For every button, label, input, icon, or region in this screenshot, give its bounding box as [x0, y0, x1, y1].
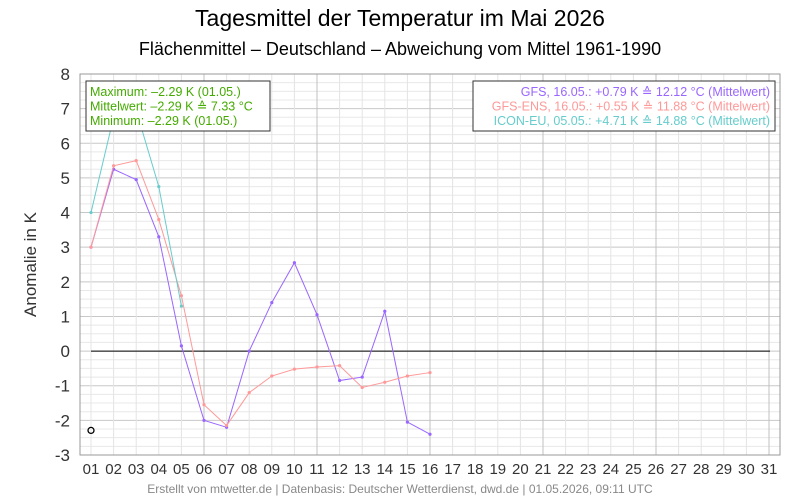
data-point-gfs-ens [428, 370, 432, 375]
x-tick-label: 02 [105, 461, 122, 478]
x-tick-label: 05 [173, 461, 190, 478]
data-point-gfs-ens [157, 217, 161, 222]
stats-line: Maximum: –2.29 K (01.05.) [90, 85, 241, 99]
data-point-gfs [315, 313, 319, 317]
data-point-gfs-ens [360, 385, 364, 390]
y-tick-label: 0 [61, 342, 70, 361]
y-tick-label: 7 [61, 100, 70, 119]
x-tick-label: 13 [354, 461, 371, 478]
legend-box [472, 80, 776, 132]
y-tick-label: 8 [61, 65, 70, 84]
x-tick-label: 20 [512, 461, 529, 478]
x-tick-label: 16 [422, 461, 439, 478]
x-tick-label: 11 [309, 461, 325, 478]
data-point-gfs-ens [202, 403, 206, 407]
data-point-icon-eu [89, 210, 93, 215]
data-point-gfs [270, 301, 274, 305]
x-tick-label: 29 [715, 461, 732, 478]
x-tick-label: 24 [602, 461, 619, 478]
data-point-gfs [383, 309, 387, 313]
x-tick-label: 27 [670, 461, 687, 478]
legend-entry: ICON-EU, 05.05.: +4.71 K ≙ 14.88 °C (Mit… [494, 114, 770, 128]
data-point-gfs [405, 420, 409, 424]
x-tick-label: 18 [467, 461, 484, 478]
data-point-gfs [247, 349, 251, 353]
y-tick-label: -2 [55, 411, 70, 430]
y-tick-label: 2 [61, 273, 70, 292]
x-tick-label: 04 [150, 461, 167, 478]
data-point-icon-eu [179, 304, 183, 308]
x-tick-label: 07 [218, 461, 235, 478]
x-tick-label: 31 [761, 461, 778, 478]
data-point-gfs-ens [134, 158, 138, 163]
x-tick-label: 22 [557, 461, 574, 478]
y-tick-label: 5 [61, 169, 70, 188]
chart-subtitle: Flächenmittel – Deutschland – Abweichung… [138, 39, 662, 59]
data-point-gfs [179, 344, 183, 348]
data-point-gfs-ens [89, 245, 93, 249]
data-point-gfs [292, 261, 296, 265]
data-point-gfs-ens [270, 374, 274, 378]
series-layer [87, 108, 432, 436]
y-tick-label: 3 [61, 238, 70, 257]
data-point-gfs-ens [292, 367, 296, 371]
credit-footer: Erstellt von mtwetter.de | Datenbasis: D… [147, 482, 653, 496]
data-point-gfs [134, 178, 138, 182]
stats-line: Mittelwert: –2.29 K ≙ 7.33 °C [90, 100, 253, 114]
data-point-gfs [360, 375, 364, 379]
x-tick-label: 30 [738, 461, 755, 478]
x-tick-label: 17 [444, 461, 461, 478]
x-tick-label: 28 [693, 461, 710, 478]
annotation-boxes: Maximum: –2.29 K (01.05.)Mittelwert: –2.… [85, 80, 776, 132]
x-tick-label: 25 [625, 461, 642, 478]
x-tick-label: 01 [83, 461, 100, 478]
x-tick-label: 23 [580, 461, 597, 478]
data-point-icon-eu [157, 184, 161, 189]
y-tick-label: 4 [61, 204, 70, 223]
y-axis-label: Anomalie in K [21, 211, 40, 317]
series-line-gfs [90, 168, 431, 435]
data-point-gfs-ens [315, 365, 319, 369]
observed-point [87, 426, 95, 435]
x-tick-label: 21 [535, 461, 552, 478]
x-tick-label: 19 [489, 461, 506, 478]
x-tick-label: 08 [241, 461, 258, 478]
series-line-gfs-ens [90, 160, 431, 427]
plot-frame [79, 73, 781, 456]
x-tick-label: 14 [376, 461, 393, 478]
data-point-gfs [338, 378, 342, 383]
data-point-gfs-ens [225, 423, 229, 428]
data-point-gfs [428, 432, 432, 436]
data-point-gfs-ens [179, 294, 183, 298]
y-tick-label: 6 [61, 134, 70, 153]
x-tick-label: 03 [128, 461, 145, 478]
data-point-gfs-ens [338, 364, 342, 368]
data-point-gfs-ens [112, 164, 116, 168]
x-tick-label: 06 [196, 461, 213, 478]
data-point-gfs [157, 235, 161, 239]
y-tick-label: -3 [55, 446, 70, 465]
data-point-gfs-ens [383, 380, 387, 384]
x-tick-label: 10 [286, 461, 303, 478]
legend-entry: GFS-ENS, 16.05.: +0.55 K ≙ 11.88 °C (Mit… [492, 100, 770, 114]
x-tick-label: 26 [648, 461, 665, 478]
data-point-gfs-ens [405, 374, 409, 378]
stats-line: Minimum: –2.29 K (01.05.) [90, 114, 237, 128]
stats-box [85, 80, 271, 132]
data-point-gfs-ens [247, 391, 251, 395]
chart-title: Tagesmittel der Temperatur im Mai 2026 [195, 5, 605, 31]
legend-entry: GFS, 16.05.: +0.79 K ≙ 12.12 °C (Mittelw… [521, 85, 770, 99]
data-point-gfs [202, 418, 206, 422]
y-tick-label: 1 [61, 307, 70, 326]
x-tick-label: 15 [399, 461, 416, 478]
x-tick-label: 09 [263, 461, 280, 478]
x-tick-label: 12 [331, 461, 348, 478]
y-tick-label: -1 [55, 377, 70, 396]
